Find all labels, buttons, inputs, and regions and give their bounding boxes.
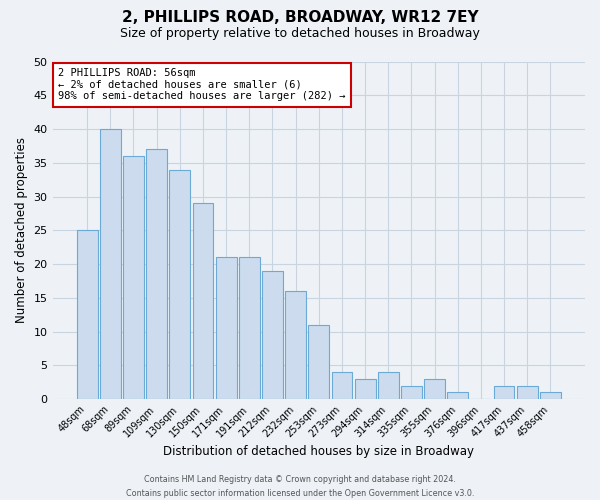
Bar — [540, 392, 561, 399]
Bar — [123, 156, 144, 399]
X-axis label: Distribution of detached houses by size in Broadway: Distribution of detached houses by size … — [163, 444, 474, 458]
Bar — [262, 271, 283, 399]
Text: 2, PHILLIPS ROAD, BROADWAY, WR12 7EY: 2, PHILLIPS ROAD, BROADWAY, WR12 7EY — [122, 10, 478, 25]
Text: Contains HM Land Registry data © Crown copyright and database right 2024.
Contai: Contains HM Land Registry data © Crown c… — [126, 476, 474, 498]
Bar — [100, 129, 121, 399]
Bar — [193, 204, 214, 399]
Bar — [355, 379, 376, 399]
Bar — [239, 258, 260, 399]
Bar — [401, 386, 422, 399]
Bar — [378, 372, 398, 399]
Bar — [494, 386, 514, 399]
Bar — [285, 291, 306, 399]
Bar — [517, 386, 538, 399]
Bar — [169, 170, 190, 399]
Text: 2 PHILLIPS ROAD: 56sqm
← 2% of detached houses are smaller (6)
98% of semi-detac: 2 PHILLIPS ROAD: 56sqm ← 2% of detached … — [58, 68, 346, 102]
Y-axis label: Number of detached properties: Number of detached properties — [15, 138, 28, 324]
Bar — [77, 230, 98, 399]
Bar — [308, 325, 329, 399]
Bar — [216, 258, 236, 399]
Bar — [448, 392, 468, 399]
Bar — [332, 372, 352, 399]
Bar — [146, 150, 167, 399]
Bar — [424, 379, 445, 399]
Text: Size of property relative to detached houses in Broadway: Size of property relative to detached ho… — [120, 28, 480, 40]
